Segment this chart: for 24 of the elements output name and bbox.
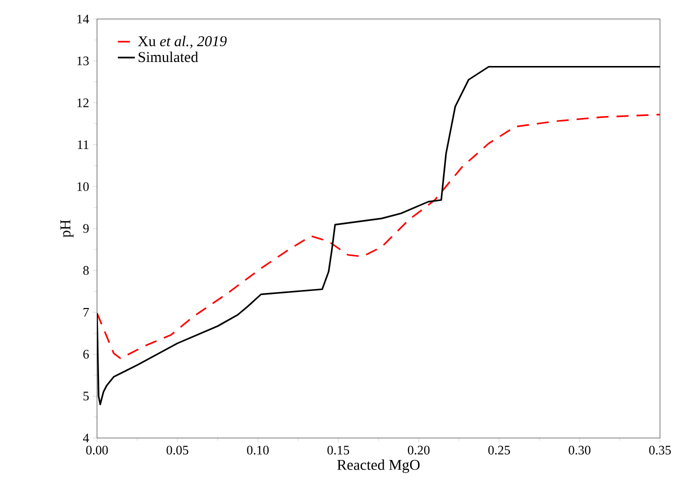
- x-tick-label: 0.15: [327, 446, 350, 455]
- x-tick-label: 0.00: [86, 446, 108, 455]
- y-tick-label: 7: [84, 308, 89, 317]
- line-series: [97, 114, 660, 360]
- x-tick-label: 0.30: [568, 446, 590, 455]
- y-tick-label: 13: [77, 56, 89, 66]
- y-tick-label: 14: [77, 14, 90, 24]
- x-tick-label: 0.05: [166, 446, 188, 455]
- y-tick-label: 8: [83, 266, 89, 275]
- y-axis-title: pH: [60, 220, 74, 238]
- legend-label: Simulated: [138, 52, 198, 62]
- legend-label: Xu et al., 2019: [138, 36, 227, 48]
- x-tick-label: 0.20: [408, 446, 430, 455]
- x-tick-label: 0.25: [488, 446, 510, 455]
- x-tick-label: 0.35: [649, 446, 671, 455]
- x-axis-title: Reacted MgO: [337, 459, 420, 473]
- y-tick-label: 6: [83, 350, 89, 359]
- y-tick-label: 5: [84, 392, 89, 400]
- y-tick-label: 12: [77, 98, 89, 108]
- y-tick-label: 9: [83, 224, 89, 233]
- y-tick-label: 4: [83, 434, 90, 442]
- y-tick-label: 11: [78, 140, 88, 149]
- y-tick-label: 10: [77, 182, 89, 191]
- x-tick-label: 0.10: [247, 446, 269, 455]
